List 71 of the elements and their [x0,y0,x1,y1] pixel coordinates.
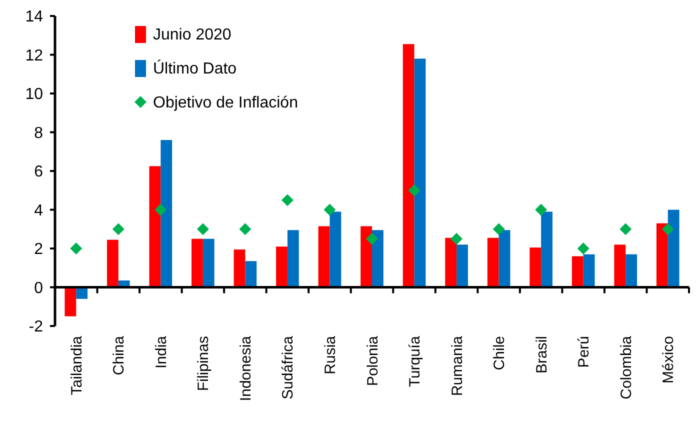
x-tick-label: Tailandia [68,335,86,396]
y-tick-label: 2 [34,241,44,258]
x-tick-label: Perú [576,336,593,368]
y-tick-label: 6 [34,164,44,181]
point [450,232,463,245]
point [70,242,82,254]
bar [106,240,118,288]
bar [192,238,203,288]
x-tick-label: México [660,336,678,384]
x-tick-label: Brasil [533,336,550,374]
bar [234,249,246,288]
point [324,204,336,216]
y-tick-label: 8 [34,124,44,142]
bar [64,287,76,316]
bar [287,230,299,288]
x-tick-label: Sudáfrica [280,335,297,400]
point [620,223,632,236]
bar [614,244,626,288]
y-tick-label: 12 [25,47,44,64]
point [535,204,548,216]
y-tick-label: 10 [25,86,44,104]
bar [276,246,288,288]
bar [668,210,680,288]
x-tick-label: Polonia [364,335,382,386]
point [281,194,294,206]
point [662,223,674,236]
bar [656,223,668,288]
bar [572,256,584,288]
y-tick-label: 0 [34,280,44,297]
bar [541,212,552,288]
y-tick-label: -2 [28,318,44,336]
x-tick-label: Indonesia [237,335,254,402]
bar [498,230,510,288]
point [154,204,167,216]
bar [372,230,384,288]
point [408,184,420,196]
point [239,223,252,236]
bar [360,226,372,288]
legend-label: Junio 2020 [153,26,232,44]
bar [445,238,457,288]
point [577,242,590,254]
legend-label: Objetivo de Inflación [153,94,298,112]
bar [76,287,88,299]
bar [318,226,330,288]
bar [330,212,342,288]
point [492,223,505,236]
bar [530,248,542,288]
x-tick-label: Filipinas [195,336,212,392]
bar [414,58,426,288]
point [112,223,124,236]
bar [487,238,499,288]
y-tick-label: 4 [34,202,44,220]
bar [583,254,595,288]
x-tick-label: China [110,335,128,376]
x-tick-label: Chile [491,336,508,370]
bar [402,44,414,288]
point [196,223,209,236]
bar [149,166,161,288]
bar [626,254,638,288]
x-tick-label: Rumania [448,335,466,396]
bar [160,140,172,288]
bar [456,244,468,288]
x-tick-label: India [152,335,170,369]
y-tick-label: 14 [25,8,44,26]
bar [245,261,257,288]
bar [202,238,214,288]
x-tick-label: Rusia [322,335,339,374]
legend-label: Último Dato [153,60,237,78]
x-tick-label: Colombia [618,335,635,400]
point [366,232,378,245]
x-tick-label: Turquía [406,335,424,388]
